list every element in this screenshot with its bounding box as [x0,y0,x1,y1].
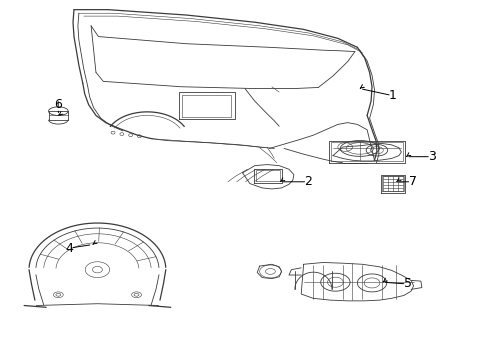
Text: 1: 1 [363,89,397,102]
Text: 6: 6 [54,98,62,113]
Text: 7: 7 [399,175,416,188]
Text: 3: 3 [409,150,436,163]
Text: 5: 5 [386,278,412,291]
Text: 2: 2 [283,175,313,188]
Text: 4: 4 [65,242,90,255]
